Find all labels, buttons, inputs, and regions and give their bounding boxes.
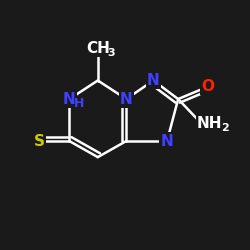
Text: N: N	[147, 73, 160, 88]
Text: NH: NH	[196, 116, 222, 130]
Text: N: N	[120, 92, 132, 106]
Text: H: H	[74, 97, 84, 110]
Text: S: S	[34, 134, 45, 148]
Text: O: O	[201, 79, 214, 94]
Text: N: N	[161, 134, 173, 148]
Text: 3: 3	[107, 48, 114, 58]
Text: 2: 2	[221, 123, 229, 133]
Text: CH: CH	[86, 41, 110, 56]
Text: N: N	[63, 92, 76, 106]
